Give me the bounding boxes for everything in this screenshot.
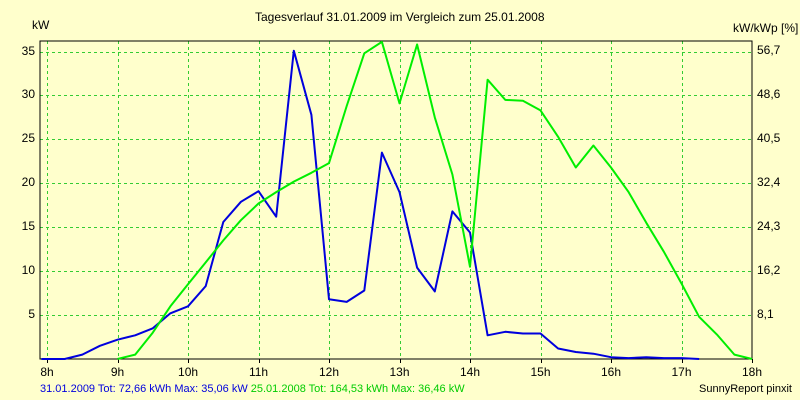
y-tick-label: 30	[21, 87, 35, 102]
y-tick-label: 5	[28, 307, 35, 322]
x-tick-label: 17h	[671, 365, 692, 379]
series-layer	[41, 40, 753, 360]
y2-tick-label: 56,7	[757, 43, 781, 58]
chart-credit: SunnyReport pinxit	[699, 383, 792, 395]
y-tick-label: 25	[21, 131, 35, 146]
y2-tick-label: 16,2	[757, 263, 781, 278]
x-tick-label: 8h	[40, 365, 54, 379]
series-line-1	[41, 49, 700, 360]
y2-tick-label: 32,4	[757, 175, 781, 190]
x-tick-label: 14h	[460, 365, 481, 379]
x-tick-label: 15h	[530, 365, 551, 379]
chart-footer-legend: 31.01.2009 Tot: 72,66 kWh Max: 35,06 kW …	[40, 383, 465, 395]
x-tick-label: 11h	[248, 365, 269, 379]
y-tick-label: 15	[21, 219, 35, 234]
x-tick-label: 9h	[110, 365, 125, 379]
x-tick-label: 13h	[389, 365, 410, 379]
legend-series-2: 25.01.2008 Tot: 164,53 kWh Max: 36,46 kW	[250, 383, 465, 395]
y-tick-label: 35	[21, 43, 35, 58]
legend-series-1: 31.01.2009 Tot: 72,66 kWh Max: 35,06 kW	[40, 383, 248, 395]
y2-axis-label: kW/kWp [%]	[733, 21, 799, 35]
x-tick-label: 18h	[741, 365, 763, 379]
y2-tick-label: 48,6	[757, 87, 781, 102]
chart-title: Tagesverlauf 31.01.2009 im Vergleich zum…	[255, 10, 545, 24]
series-line-2	[117, 40, 753, 360]
x-tick-label: 12h	[319, 365, 340, 379]
y2-tick-label: 40,5	[757, 131, 781, 146]
y2-tick-label: 8,1	[757, 307, 774, 322]
x-tick-label: 10h	[178, 365, 199, 379]
y-tick-label: 20	[21, 175, 35, 190]
x-tick-label: 16h	[600, 365, 622, 379]
plot-frame	[39, 40, 753, 360]
y-axis-label: kW	[32, 18, 50, 32]
y-tick-label: 10	[21, 263, 35, 278]
y2-tick-label: 24,3	[757, 219, 781, 234]
